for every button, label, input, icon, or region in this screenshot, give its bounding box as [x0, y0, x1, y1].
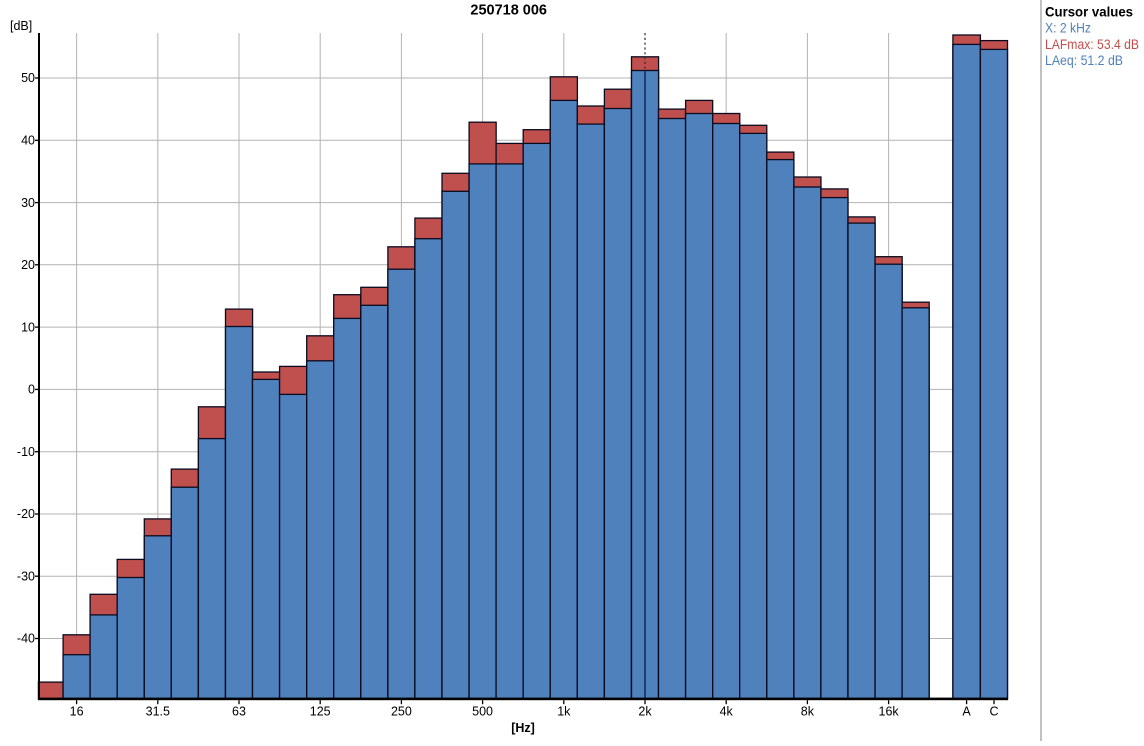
svg-text:LAeq: 51.2 dB: LAeq: 51.2 dB: [1045, 53, 1123, 68]
svg-text:0: 0: [28, 383, 35, 397]
svg-text:[dB]: [dB]: [10, 19, 32, 33]
svg-text:LAFmax: 53.4 dB: LAFmax: 53.4 dB: [1045, 37, 1139, 52]
svg-text:-20: -20: [17, 507, 35, 521]
svg-text:-10: -10: [17, 445, 35, 459]
svg-text:A: A: [962, 705, 971, 719]
svg-text:1k: 1k: [557, 705, 571, 719]
svg-text:50: 50: [21, 71, 35, 85]
svg-text:2k: 2k: [638, 705, 652, 719]
svg-text:X: 2 kHz: X: 2 kHz: [1045, 21, 1091, 36]
svg-text:20: 20: [21, 258, 35, 272]
svg-text:500: 500: [472, 705, 493, 719]
svg-text:30: 30: [21, 196, 35, 210]
svg-text:250: 250: [391, 705, 412, 719]
svg-text:16: 16: [70, 705, 84, 719]
svg-text:4k: 4k: [720, 705, 734, 719]
svg-text:31.5: 31.5: [146, 705, 170, 719]
svg-text:10: 10: [21, 320, 35, 334]
svg-text:125: 125: [310, 705, 331, 719]
svg-text:8k: 8k: [801, 705, 815, 719]
svg-text:40: 40: [21, 134, 35, 148]
svg-text:-40: -40: [17, 632, 35, 646]
svg-text:-30: -30: [17, 569, 35, 583]
svg-text:250718 006: 250718 006: [470, 3, 547, 19]
svg-text:C: C: [989, 705, 998, 719]
svg-text:[Hz]: [Hz]: [511, 721, 535, 735]
svg-text:16k: 16k: [879, 705, 900, 719]
svg-text:63: 63: [232, 705, 246, 719]
svg-text:Cursor values: Cursor values: [1045, 5, 1133, 20]
